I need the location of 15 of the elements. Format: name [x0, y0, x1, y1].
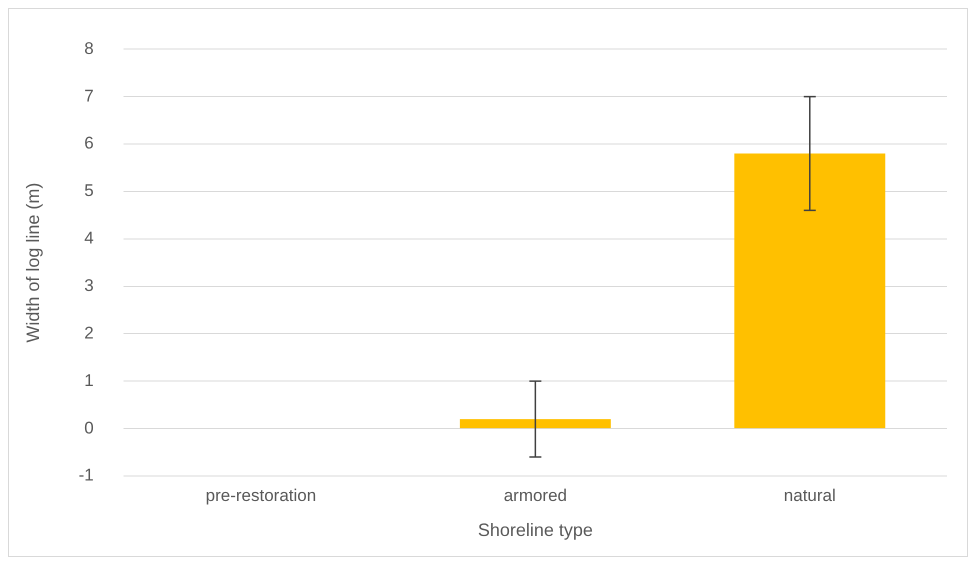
- y-tick-label: -1: [78, 466, 94, 485]
- y-axis-title: Width of log line (m): [22, 182, 43, 343]
- y-tick-label: 2: [84, 323, 94, 342]
- y-tick-label: 3: [84, 276, 94, 295]
- y-tick-label: 6: [84, 134, 94, 153]
- y-tick-label: 1: [84, 370, 94, 390]
- x-tick-label: natural: [784, 486, 836, 505]
- x-axis-title: Shoreline type: [478, 520, 593, 540]
- y-tick-label: 7: [84, 86, 94, 106]
- x-tick-label: armored: [504, 486, 568, 505]
- y-tick-label: 4: [84, 228, 94, 248]
- y-tick-label: 0: [84, 418, 94, 438]
- y-tick-label: 8: [84, 38, 94, 58]
- y-tick-label: 5: [84, 181, 94, 200]
- x-tick-label: pre-restoration: [206, 486, 316, 505]
